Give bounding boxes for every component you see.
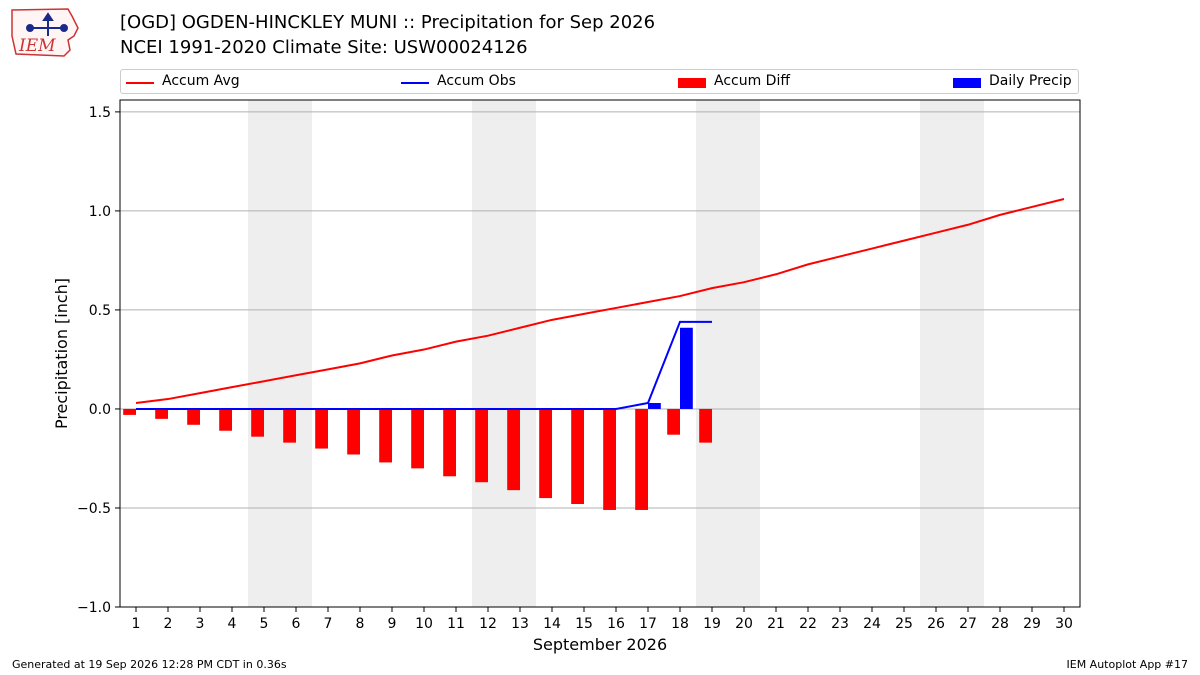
accum-diff-bar <box>379 408 392 463</box>
accum-diff-bar <box>251 408 264 437</box>
accum-diff-bar <box>507 408 520 491</box>
x-tick-label: 4 <box>228 616 237 632</box>
weekend-shade <box>472 100 536 607</box>
x-tick-label: 19 <box>703 616 721 632</box>
chart-title: [OGD] OGDEN-HINCKLEY MUNI :: Precipitati… <box>120 12 656 33</box>
weekend-shade <box>248 100 312 607</box>
legend: Accum Avg Accum Obs Accum Diff Daily Pre… <box>120 69 1079 94</box>
y-tick-label: 1.5 <box>89 105 111 121</box>
weekend-shade <box>696 100 760 607</box>
x-tick-label: 5 <box>260 616 269 632</box>
x-tick-label: 30 <box>1055 616 1073 632</box>
chart-subtitle: NCEI 1991-2020 Climate Site: USW00024126 <box>120 37 528 58</box>
legend-label: Accum Diff <box>714 73 791 89</box>
accum-diff-bar <box>283 408 296 443</box>
daily-precip-bar <box>680 327 693 409</box>
iem-logo: IEM <box>11 8 79 57</box>
accum-diff-bar <box>123 408 136 415</box>
legend-swatch-accum-diff <box>678 78 706 88</box>
x-tick-label: 21 <box>767 616 785 632</box>
x-tick-label: 28 <box>991 616 1009 632</box>
x-tick-label: 10 <box>415 616 433 632</box>
x-tick-label: 2 <box>164 616 173 632</box>
y-tick-label: 1.0 <box>89 204 111 220</box>
accum-diff-bar <box>315 408 328 449</box>
x-tick-label: 11 <box>447 616 465 632</box>
accum-diff-bar <box>603 408 616 510</box>
accum-diff-bar <box>667 408 680 435</box>
x-tick-label: 22 <box>799 616 817 632</box>
legend-swatch-accum-avg <box>126 82 154 84</box>
accum-diff-bar <box>187 408 200 425</box>
accum-obs-line <box>136 320 712 410</box>
legend-label: Daily Precip <box>989 73 1072 89</box>
x-tick-label: 12 <box>479 616 497 632</box>
x-tick-label: 17 <box>639 616 657 632</box>
x-tick-label: 3 <box>196 616 205 632</box>
accum-diff-bar <box>539 408 552 499</box>
x-tick-label: 27 <box>959 616 977 632</box>
x-tick-label: 18 <box>671 616 689 632</box>
accum-diff-bar <box>475 408 488 483</box>
y-tick-label: 0.5 <box>89 303 111 319</box>
x-tick-label: 15 <box>575 616 593 632</box>
accum-diff-bar <box>155 408 168 419</box>
x-tick-label: 26 <box>927 616 945 632</box>
y-axis-label: Precipitation [inch] <box>52 278 71 429</box>
accum-diff-bar <box>571 408 584 505</box>
x-tick-label: 24 <box>863 616 881 632</box>
x-tick-label: 14 <box>543 616 561 632</box>
daily-precip-bar <box>648 403 661 409</box>
weekend-shade <box>920 100 984 607</box>
x-tick-label: 16 <box>607 616 625 632</box>
accum-diff-bar <box>347 408 360 455</box>
x-tick-label: 1 <box>132 616 141 632</box>
x-axis-label: September 2026 <box>533 635 667 654</box>
accum-diff-bar <box>443 408 456 477</box>
x-tick-label: 7 <box>324 616 333 632</box>
y-tick-label: 0.0 <box>89 402 111 418</box>
y-tick-label: −1.0 <box>77 600 111 616</box>
x-tick-label: 23 <box>831 616 849 632</box>
legend-label: Accum Avg <box>162 73 240 89</box>
generated-timestamp: Generated at 19 Sep 2026 12:28 PM CDT in… <box>12 658 287 671</box>
legend-swatch-daily-precip <box>953 78 981 88</box>
accum-diff-bar <box>635 408 648 510</box>
legend-label: Accum Obs <box>437 73 516 89</box>
accum-diff-bar <box>219 408 232 431</box>
x-tick-label: 9 <box>388 616 397 632</box>
legend-swatch-accum-obs <box>401 82 429 84</box>
x-tick-label: 29 <box>1023 616 1041 632</box>
x-tick-label: 25 <box>895 616 913 632</box>
y-tick-label: −0.5 <box>77 501 111 517</box>
accum-diff-bar <box>411 408 424 469</box>
x-tick-label: 13 <box>511 616 529 632</box>
accum-diff-bar <box>699 408 712 443</box>
plot-frame <box>119 99 1081 608</box>
x-tick-label: 20 <box>735 616 753 632</box>
x-tick-label: 8 <box>356 616 365 632</box>
x-tick-label: 6 <box>292 616 301 632</box>
logo-text: IEM <box>18 36 56 56</box>
accum-avg-line <box>135 198 1065 405</box>
app-credit: IEM Autoplot App #17 <box>1066 658 1189 671</box>
